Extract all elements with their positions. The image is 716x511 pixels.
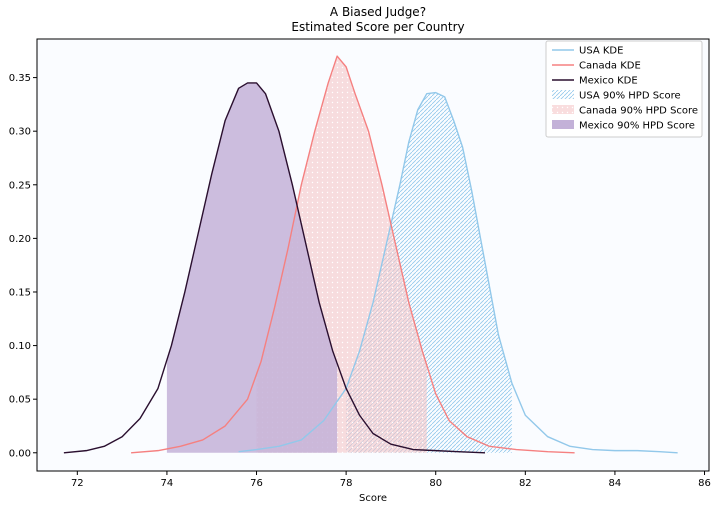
- chart-subtitle: Estimated Score per Country: [291, 20, 464, 34]
- y-tick-label: 0.10: [9, 341, 31, 352]
- y-tick-label: 0.05: [9, 395, 31, 406]
- plot-frame: [36, 38, 710, 472]
- y-tick-label: 0.15: [9, 287, 31, 298]
- x-tick-label: 82: [519, 478, 532, 489]
- legend-label-mexico-kde: Mexico KDE: [579, 76, 638, 87]
- x-tick-label: 78: [340, 478, 353, 489]
- x-axis-label: Score: [359, 493, 387, 504]
- x-tick-label: 76: [250, 478, 263, 489]
- y-tick-label: 0.25: [9, 180, 31, 191]
- kde-line-canada: [131, 55, 575, 454]
- legend-swatch-usa-hpd: [552, 90, 574, 99]
- x-axis: 72 74 76 78 80 82 84 86: [71, 471, 711, 489]
- legend-label-mexico-hpd: Mexico 90% HPD Score: [579, 121, 695, 132]
- legend-label-usa-kde: USA KDE: [579, 46, 623, 57]
- chart-title: A Biased Judge?: [330, 5, 426, 19]
- y-tick-label: 0.00: [9, 448, 31, 459]
- legend-label-canada-hpd: Canada 90% HPD Score: [579, 106, 698, 117]
- x-tick-label: 72: [71, 478, 84, 489]
- hpd-areas: [166, 56, 512, 453]
- kde-lines: [63, 55, 678, 454]
- y-tick-label: 0.30: [9, 127, 31, 138]
- legend: USA KDE Canada KDE Mexico KDE USA 90% HPD S…: [545, 40, 703, 138]
- y-tick-label: 0.35: [9, 73, 31, 84]
- y-axis: 0.00 0.05 0.10 0.15 0.20 0.25 0.30 0.35: [9, 73, 37, 459]
- legend-label-canada-kde: Canada KDE: [579, 61, 641, 72]
- x-tick-label: 74: [161, 478, 174, 489]
- x-tick-label: 84: [609, 478, 622, 489]
- kde-line-mexico: [63, 82, 486, 454]
- kde-line-usa: [238, 91, 678, 454]
- legend-frame: [545, 40, 703, 138]
- legend-swatch-canada-hpd: [552, 105, 574, 114]
- x-tick-label: 80: [429, 478, 442, 489]
- x-tick-label: 86: [698, 478, 711, 489]
- y-tick-label: 0.20: [9, 234, 31, 245]
- legend-swatch-mexico-hpd: [552, 120, 574, 129]
- hpd-area-mexico: [166, 82, 338, 453]
- legend-label-usa-hpd: USA 90% HPD Score: [579, 91, 681, 102]
